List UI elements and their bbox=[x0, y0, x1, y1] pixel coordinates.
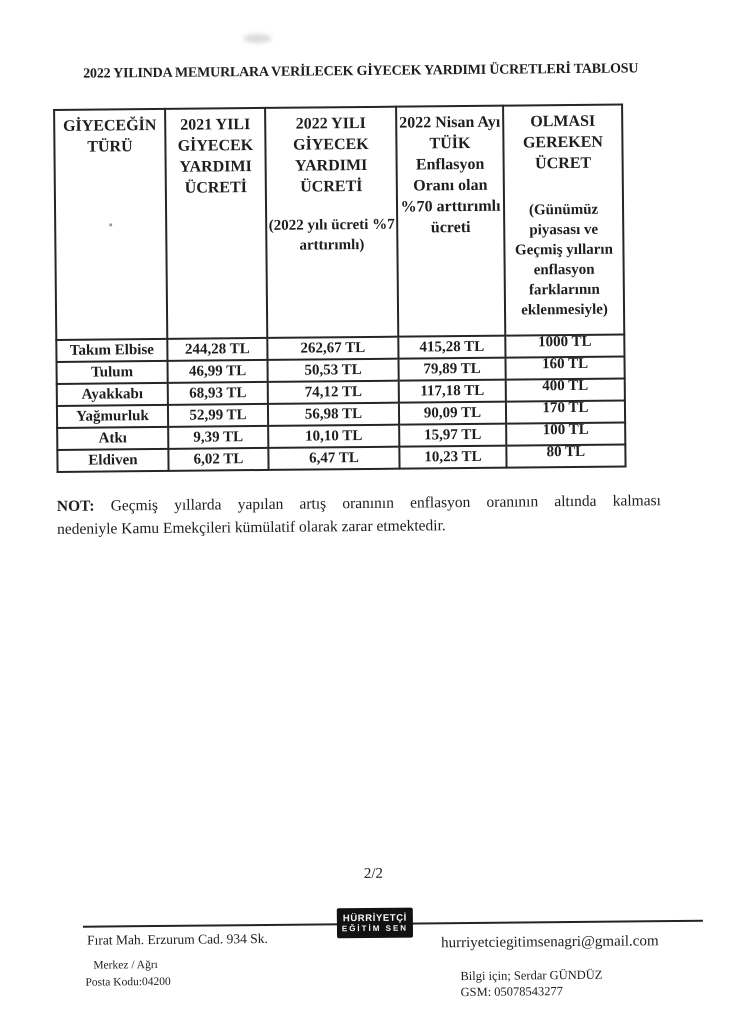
cell-item-name: Atkı bbox=[57, 426, 169, 450]
footer-postal-code: Posta Kodu:04200 bbox=[85, 975, 171, 989]
cell-2021-value: 68,93 TL bbox=[167, 381, 268, 405]
page-number: 2/2 bbox=[363, 865, 384, 883]
cell-inflation-value: 10,23 TL bbox=[399, 445, 507, 469]
cell-item-name: Ayakkabı bbox=[56, 382, 168, 406]
footer-gsm-number: GSM: 05078543277 bbox=[460, 984, 564, 1000]
cell-2022-value: 262,67 TL bbox=[267, 336, 399, 360]
scan-smudge-artifact bbox=[243, 33, 272, 44]
footer-address-street: Fırat Mah. Erzurum Cad. 934 Sk. bbox=[86, 930, 268, 948]
document-title: 2022 YILINDA MEMURLARA VERİLECEK GİYECEK… bbox=[83, 61, 639, 82]
cell-required-value: 160 TL bbox=[505, 356, 625, 380]
column-header-required-amount: OLMASI GEREKEN ÜCRET (Günümüz piyasası v… bbox=[503, 104, 625, 336]
footer-address-district: Merkez / Ağrı bbox=[93, 959, 158, 972]
column-header-2022-allowance: 2022 YILI GİYECEK YARDIMI ÜCRETİ (2022 y… bbox=[265, 106, 399, 338]
note-text: Geçmiş yıllarda yapılan artış oranının e… bbox=[94, 492, 661, 515]
union-logo-text-bottom: EĞİTİM SEN bbox=[341, 923, 409, 933]
cell-inflation-value: 117,18 TL bbox=[398, 379, 506, 403]
cell-2022-value: 10,10 TL bbox=[268, 424, 400, 448]
note-label: NOT: bbox=[56, 497, 95, 515]
note-line-2: nedeniyle Kamu Emekçileri kümülatif olar… bbox=[57, 517, 446, 538]
cell-inflation-value: 79,89 TL bbox=[398, 357, 506, 381]
footer-contact-person: Bilgi için; Serdar GÜNDÜZ bbox=[460, 967, 603, 984]
header-sub-text: (Günümüz piyasası ve Geçmiş yılların enf… bbox=[514, 201, 613, 319]
cell-2021-value: 244,28 TL bbox=[167, 337, 268, 361]
cell-2022-value: 6,47 TL bbox=[268, 446, 400, 470]
union-logo-text-top: HÜRRİYETÇİ bbox=[342, 912, 407, 924]
cell-inflation-value: 90,09 TL bbox=[398, 401, 507, 425]
header-main-text: 2022 Nisan Ayı TÜİK Enflasyon Oranı olan… bbox=[399, 113, 501, 237]
cell-2022-value: 74,12 TL bbox=[267, 380, 399, 404]
note-paragraph: NOT: Geçmiş yıllarda yapılan artış oranı… bbox=[57, 489, 661, 541]
footer-email: hurriyetciegitimsenagri@gmail.com bbox=[441, 933, 659, 952]
union-logo-badge: HÜRRİYETÇİ EĞİTİM SEN bbox=[336, 907, 414, 939]
cell-item-name: Tulum bbox=[56, 360, 168, 384]
cell-2021-value: 9,39 TL bbox=[168, 425, 269, 449]
table-header-row: GİYECEĞİN TÜRÜ 2021 YILI GİYECEK YARDIMI… bbox=[54, 104, 625, 340]
cell-inflation-value: 15,97 TL bbox=[399, 423, 507, 447]
cell-2021-value: 52,99 TL bbox=[167, 403, 269, 427]
cell-inflation-value: 415,28 TL bbox=[398, 335, 506, 359]
cell-item-name: Yağmurluk bbox=[56, 404, 169, 428]
header-main-text: GİYECEĞİN TÜRÜ bbox=[62, 116, 157, 156]
cell-2021-value: 46,99 TL bbox=[167, 359, 268, 383]
cell-2022-value: 56,98 TL bbox=[267, 402, 400, 426]
column-header-inflation-adjusted: 2022 Nisan Ayı TÜİK Enflasyon Oranı olan… bbox=[396, 105, 506, 337]
header-main-text: 2022 YILI GİYECEK YARDIMI ÜCRETİ bbox=[293, 114, 369, 196]
cell-required-value: 400 TL bbox=[505, 378, 625, 402]
clothing-allowance-table: GİYECEĞİN TÜRÜ 2021 YILI GİYECEK YARDIMI… bbox=[53, 104, 626, 473]
cell-required-value: 100 TL bbox=[506, 422, 626, 446]
cell-required-value: 170 TL bbox=[505, 400, 626, 424]
cell-item-name: Eldiven bbox=[57, 448, 169, 472]
header-main-text: OLMASI GEREKEN ÜCRET bbox=[522, 112, 604, 173]
header-main-text: 2021 YILI GİYECEK YARDIMI ÜCRETİ bbox=[177, 116, 254, 197]
table-row: Eldiven 6,02 TL 6,47 TL 10,23 TL 80 TL bbox=[57, 444, 626, 472]
cell-2022-value: 50,53 TL bbox=[267, 358, 399, 382]
cell-item-name: Takım Elbise bbox=[56, 338, 168, 362]
column-header-clothing-type: GİYECEĞİN TÜRÜ bbox=[54, 108, 168, 340]
cell-2021-value: 6,02 TL bbox=[168, 447, 269, 471]
header-sub-text: (2022 yılı ücreti %7 arttırımlı) bbox=[268, 216, 395, 254]
cell-required-value: 1000 TL bbox=[505, 334, 625, 358]
cell-required-value: 80 TL bbox=[506, 444, 626, 468]
column-header-2021-allowance: 2021 YILI GİYECEK YARDIMI ÜCRETİ bbox=[165, 107, 268, 339]
